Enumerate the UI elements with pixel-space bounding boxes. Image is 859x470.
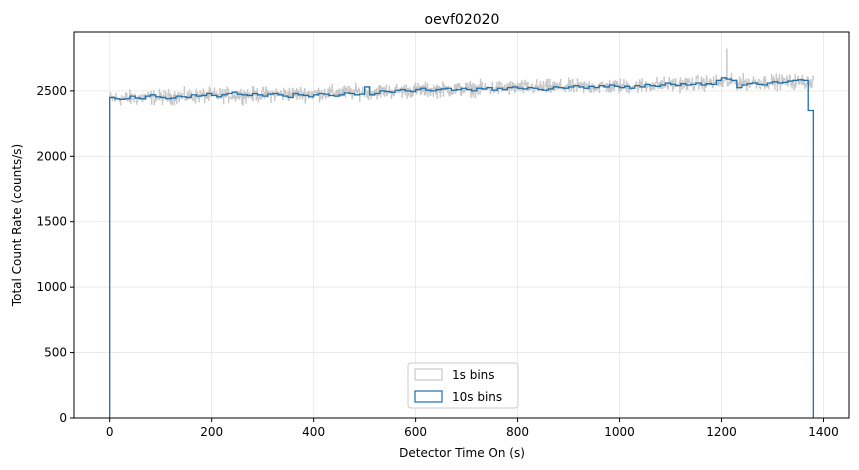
y-tick-label: 1000 — [36, 280, 67, 294]
x-tick-label: 1000 — [604, 425, 635, 439]
y-tick-label: 0 — [59, 411, 67, 425]
legend-box — [407, 362, 519, 409]
x-tick-label: 200 — [200, 425, 223, 439]
legend-swatch-1s-bins — [414, 368, 443, 381]
x-tick-label: 1200 — [706, 425, 737, 439]
legend: 1s bins 10s bins — [407, 362, 519, 409]
x-tick-label: 600 — [404, 425, 427, 439]
series-10s-bins-line — [109, 77, 814, 418]
x-tick-label: 800 — [506, 425, 529, 439]
y-tick-label: 1500 — [36, 215, 67, 229]
y-axis-ticks: 0 500 1000 1500 2000 2500 — [36, 84, 74, 425]
x-tick-label: 1400 — [808, 425, 839, 439]
legend-label-10s-bins: 10s bins — [452, 390, 502, 404]
series-1s-bins — [109, 48, 814, 106]
legend-swatch-10s-bins — [414, 390, 443, 403]
x-axis-ticks: 0 200 400 600 800 1000 1200 1400 — [106, 418, 839, 439]
x-tick-label: 0 — [106, 425, 114, 439]
y-tick-label: 2500 — [36, 84, 67, 98]
x-axis-label: Detector Time On (s) — [399, 446, 525, 460]
series-1s-bins-line — [109, 48, 814, 106]
y-tick-label: 2000 — [36, 149, 67, 163]
y-tick-label: 500 — [44, 346, 67, 360]
x-tick-label: 400 — [302, 425, 325, 439]
series-10s-bins — [109, 77, 814, 418]
y-axis-label: Total Count Rate (counts/s) — [10, 144, 24, 307]
legend-label-1s-bins: 1s bins — [452, 368, 495, 382]
chart-title: oevf02020 — [425, 12, 500, 28]
plot-frame — [73, 31, 850, 419]
